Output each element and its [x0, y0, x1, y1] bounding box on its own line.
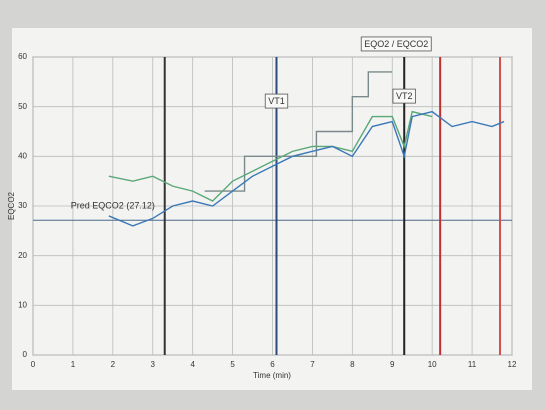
x-tick-label: 0 — [31, 360, 36, 369]
y-tick-label: 50 — [18, 102, 27, 111]
x-tick-label: 7 — [310, 360, 315, 369]
x-tick-label: 9 — [390, 360, 395, 369]
x-tick-label: 1 — [71, 360, 76, 369]
y-axis-label: EQCO2 — [7, 191, 16, 220]
x-tick-label: 11 — [468, 360, 477, 369]
x-tick-label: 4 — [190, 360, 195, 369]
data-line — [108, 110, 433, 202]
annotation-box — [392, 88, 416, 104]
paper — [12, 28, 532, 390]
annotation: Pred EQCO2 (27.12) — [71, 200, 155, 210]
annotation: VT2 — [396, 91, 413, 101]
x-tick-label: 2 — [111, 360, 116, 369]
annotation-box — [360, 36, 432, 52]
annotation: VT1 — [268, 96, 285, 106]
x-tick-label: 3 — [151, 360, 156, 369]
x-tick-label: 10 — [428, 360, 437, 369]
y-tick-label: 20 — [18, 251, 27, 260]
y-tick-label: 10 — [18, 300, 27, 309]
x-tick-label: 5 — [230, 360, 235, 369]
x-axis-label: Time (min) — [253, 371, 291, 380]
data-line — [108, 110, 505, 227]
y-tick-label: 30 — [18, 201, 27, 210]
annotation-box — [264, 93, 289, 109]
y-tick-label: 0 — [23, 350, 28, 359]
annotation: EQO2 / EQCO2 — [364, 39, 428, 49]
y-tick-label: 40 — [18, 151, 27, 160]
data-line — [204, 71, 393, 192]
x-tick-label: 6 — [270, 360, 275, 369]
x-tick-label: 8 — [350, 360, 355, 369]
y-tick-label: 60 — [18, 52, 27, 61]
x-tick-label: 12 — [508, 360, 517, 369]
